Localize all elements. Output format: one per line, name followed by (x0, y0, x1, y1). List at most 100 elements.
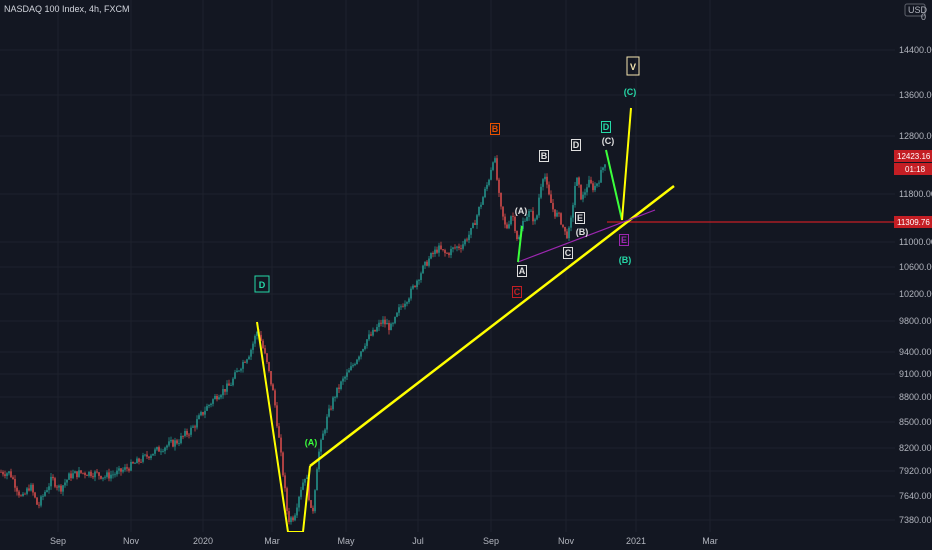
candle-body (276, 405, 278, 427)
candle-body (416, 280, 418, 288)
candle-body (268, 362, 270, 372)
candle-body (44, 491, 46, 496)
candle-body (248, 356, 250, 360)
candle-body (344, 376, 346, 379)
candle-body (402, 306, 404, 308)
candle-body (238, 370, 240, 372)
candle-body (218, 397, 220, 400)
price-axis[interactable] (895, 0, 932, 532)
candle-body (46, 490, 48, 492)
candle-body (316, 469, 318, 491)
y-tick-label: 8500.00 (899, 417, 932, 427)
candle-body (414, 285, 416, 288)
y-tick-label: 12800.00 (899, 131, 932, 141)
candle-body (216, 395, 218, 400)
candle-body (394, 316, 396, 324)
candle-body (572, 205, 574, 218)
candle-body (158, 447, 160, 452)
candle-body (288, 511, 290, 523)
x-tick-label: May (337, 536, 355, 546)
candle-body (350, 366, 352, 371)
candle-body (292, 517, 294, 521)
candle-body (346, 372, 348, 377)
candle-body (32, 484, 34, 493)
candle-body (356, 359, 358, 365)
candle-body (518, 236, 520, 239)
wave-label-box (254, 275, 270, 293)
candle-body (178, 443, 180, 444)
wave-label-box (571, 139, 581, 151)
candle-body (126, 467, 128, 469)
candle-body (156, 447, 158, 450)
candle-body (322, 433, 324, 440)
candle-body (424, 261, 426, 266)
currency-badge[interactable] (904, 3, 926, 17)
candle-body (468, 234, 470, 241)
candle-body (388, 323, 390, 331)
candle-body (320, 439, 322, 452)
candle-body (490, 169, 492, 180)
candle-body (352, 365, 354, 367)
candle-body (554, 209, 556, 217)
candle-body (154, 449, 156, 454)
candlestick-series (0, 155, 606, 525)
candle-body (378, 322, 380, 328)
candle-body (150, 455, 152, 459)
wave-label-box (601, 121, 611, 133)
candle-body (22, 493, 24, 496)
candle-body (266, 353, 268, 363)
candle-body (120, 468, 122, 472)
candle-body (474, 223, 476, 225)
countdown-box (894, 163, 932, 175)
candle-body (146, 454, 148, 457)
y-tick-label: 14400.00 (899, 45, 932, 55)
candle-body (174, 440, 176, 447)
candle-body (12, 477, 14, 479)
candle-body (210, 403, 212, 405)
candle-body (336, 387, 338, 398)
candle-body (208, 404, 210, 407)
candle-body (348, 370, 350, 373)
candle-body (358, 356, 360, 360)
candle-body (434, 249, 436, 255)
candle-body (330, 408, 332, 410)
candle-body (82, 472, 84, 474)
candle-body (360, 351, 362, 357)
candle-body (28, 488, 30, 491)
wave-label-d3: D (603, 122, 610, 132)
candle-body (170, 440, 172, 442)
candle-body (256, 331, 258, 336)
candle-body (542, 179, 544, 187)
candle-body (144, 454, 146, 456)
level-price-box (894, 216, 932, 228)
wave-label-box (517, 265, 527, 277)
candle-body (600, 170, 602, 183)
candle-body (92, 476, 94, 478)
candle-body (6, 473, 8, 476)
candle-body (506, 224, 508, 229)
candle-body (588, 179, 590, 188)
candle-body (582, 194, 584, 200)
candle-body (454, 247, 456, 249)
candle-body (180, 435, 182, 444)
candle-body (200, 412, 202, 416)
x-tick-label: Sep (483, 536, 499, 546)
candle-body (458, 246, 460, 248)
candle-body (412, 285, 414, 289)
time-axis[interactable] (0, 532, 932, 550)
y-tick-label: 11800.00 (899, 189, 932, 199)
candle-body (68, 473, 70, 480)
y-tick-label: 11000.00 (899, 237, 932, 247)
candle-body (112, 474, 114, 476)
candle-body (538, 197, 540, 216)
candle-body (26, 488, 28, 494)
candle-body (532, 210, 534, 222)
y-tick-label: 8200.00 (899, 443, 932, 453)
wave-label-box (619, 234, 629, 246)
candle-body (76, 471, 78, 478)
candle-body (244, 362, 246, 363)
candle-body (0, 471, 2, 473)
current-price-box (894, 150, 932, 162)
candle-body (574, 185, 576, 206)
